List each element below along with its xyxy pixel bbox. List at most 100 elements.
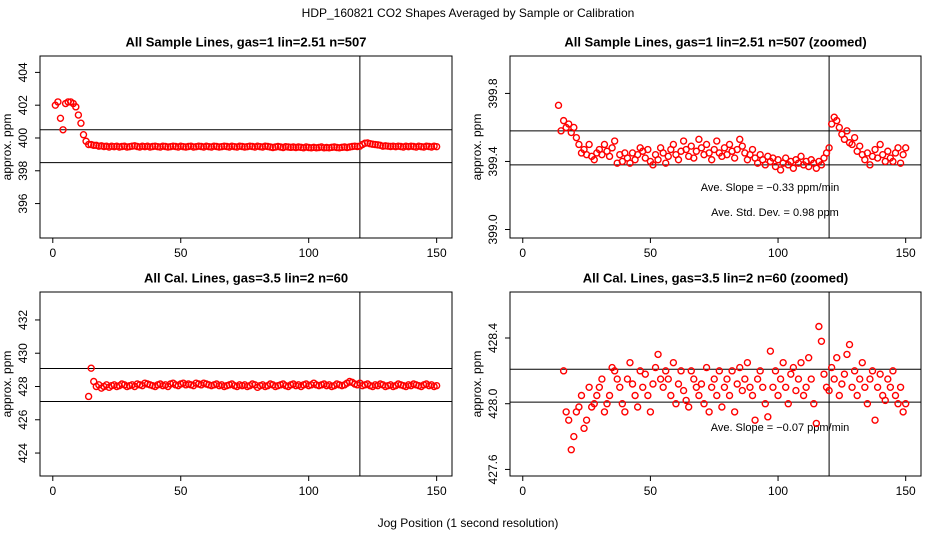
data-point xyxy=(565,416,573,424)
data-point xyxy=(899,408,907,416)
data-point xyxy=(567,446,575,454)
data-point xyxy=(659,149,667,157)
data-point xyxy=(736,363,744,372)
data-point xyxy=(889,157,897,166)
data-point xyxy=(856,375,864,383)
data-point xyxy=(600,408,609,416)
data-point xyxy=(585,140,593,149)
data-point xyxy=(654,156,662,164)
data-point xyxy=(901,144,910,152)
data-point xyxy=(817,337,826,345)
data-point xyxy=(776,375,785,383)
data-point xyxy=(595,383,604,391)
data-point xyxy=(723,150,731,159)
panel-title: All Sample Lines, gas=1 lin=2.51 n=507 xyxy=(126,34,367,49)
data-point xyxy=(802,383,810,391)
data-point xyxy=(894,144,902,152)
data-point xyxy=(575,140,583,149)
x-tick-label: 50 xyxy=(644,246,658,260)
data-point xyxy=(84,140,93,149)
data-point xyxy=(636,367,644,375)
figure-title: HDP_160821 CO2 Shapes Averaged by Sample… xyxy=(302,6,635,20)
data-point xyxy=(723,375,731,383)
data-point xyxy=(633,150,642,159)
data-point xyxy=(702,363,711,372)
data-point xyxy=(858,358,866,367)
annotation: Ave. Slope = −0.07 ppm/min xyxy=(711,422,850,434)
data-point xyxy=(713,391,721,400)
data-point xyxy=(90,141,98,150)
data-point xyxy=(856,142,864,150)
x-tick-label: 100 xyxy=(299,484,319,498)
data-point xyxy=(610,137,619,145)
data-point xyxy=(662,367,670,375)
data-point xyxy=(72,103,80,111)
x-tick-label: 0 xyxy=(519,246,526,260)
data-point xyxy=(833,116,841,125)
data-point xyxy=(748,145,757,154)
data-point xyxy=(843,350,851,359)
data-point xyxy=(743,358,752,367)
x-tick-label: 0 xyxy=(519,484,526,498)
data-point xyxy=(797,152,805,161)
data-point xyxy=(753,159,762,167)
data-point xyxy=(74,111,83,119)
data-point xyxy=(807,375,815,383)
data-point xyxy=(863,149,872,157)
data-point xyxy=(692,147,701,155)
data-point xyxy=(756,367,764,375)
data-point xyxy=(789,164,798,172)
y-tick-label: 428.4 xyxy=(486,323,500,353)
data-point xyxy=(881,157,889,166)
y-tick-label: 430 xyxy=(16,343,30,363)
data-point xyxy=(830,375,838,383)
data-point xyxy=(774,391,782,400)
data-point xyxy=(59,126,67,134)
data-point xyxy=(738,386,747,395)
data-point xyxy=(651,363,660,372)
data-point xyxy=(697,380,706,388)
x-tick-label: 100 xyxy=(768,484,788,498)
data-point xyxy=(779,358,787,367)
data-point xyxy=(720,383,729,391)
panel-title: All Cal. Lines, gas=3.5 lin=2 n=60 xyxy=(144,270,348,285)
data-point xyxy=(736,135,744,144)
data-point xyxy=(873,383,882,391)
data-point xyxy=(707,156,716,164)
y-tick-label: 432 xyxy=(16,310,30,330)
data-point xyxy=(901,400,910,408)
data-point xyxy=(631,391,639,400)
data-point xyxy=(56,114,65,123)
data-point xyxy=(679,137,688,145)
x-tick-label: 50 xyxy=(644,484,658,498)
y-tick-label: 399.0 xyxy=(486,214,500,244)
data-point xyxy=(899,150,907,159)
data-point xyxy=(559,116,568,125)
data-point xyxy=(664,375,672,383)
plot-box xyxy=(509,55,922,239)
data-point xyxy=(787,370,795,378)
data-point xyxy=(667,391,675,400)
data-point xyxy=(848,140,856,149)
y-tick-label: 398 xyxy=(16,160,30,180)
data-point xyxy=(776,166,785,174)
data-point xyxy=(644,145,652,154)
data-point xyxy=(759,383,767,391)
data-point xyxy=(695,391,703,400)
data-point xyxy=(664,152,672,161)
data-point xyxy=(733,380,741,388)
x-axis-label: Jog Position (1 second resolution) xyxy=(378,516,559,530)
data-point xyxy=(644,391,652,400)
data-point xyxy=(879,150,887,159)
data-point xyxy=(784,400,792,408)
data-point xyxy=(774,156,782,164)
data-point xyxy=(820,370,828,378)
data-point xyxy=(746,383,754,391)
data-point xyxy=(771,162,780,171)
panel-title: All Sample Lines, gas=1 lin=2.51 n=507 (… xyxy=(564,34,866,49)
data-point xyxy=(766,347,775,355)
data-point xyxy=(891,391,900,400)
data-point xyxy=(677,367,685,375)
data-point xyxy=(840,135,849,144)
